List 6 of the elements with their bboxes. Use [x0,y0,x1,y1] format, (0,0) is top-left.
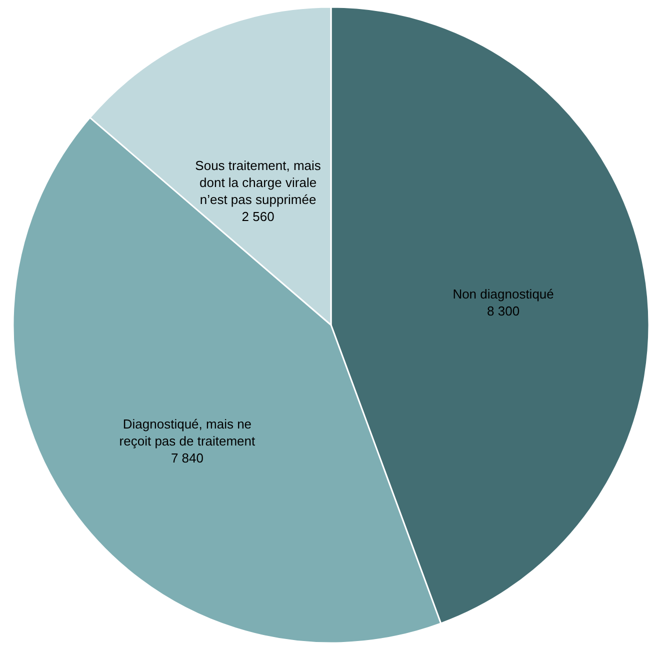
slice-label: Sous traitement, mais dont la charge virale n’est pas supprimée [195,158,322,207]
data-label: 8 300 [487,303,520,318]
slice-label: Diagnostiqué, mais ne reçoit pas de traitement [119,416,256,449]
slice-label: Non diagnostiqué [452,286,554,302]
data-label: 2 560 [242,208,274,224]
data-label: 7 840 [170,450,204,466]
